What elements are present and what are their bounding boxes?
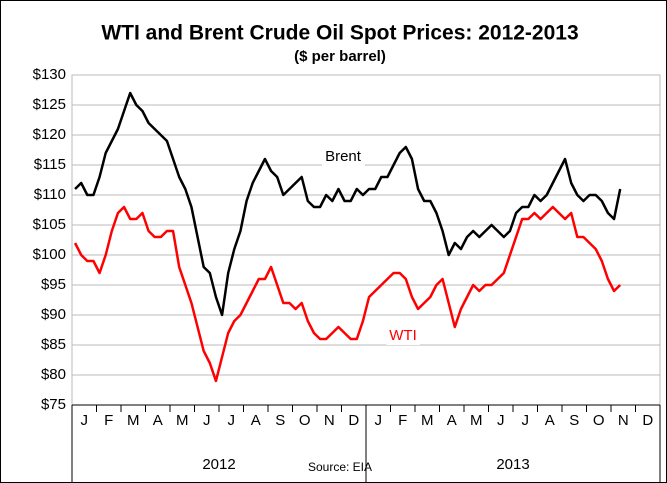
- source: Source: EIA: [308, 460, 372, 474]
- x-tick-label: M: [421, 412, 434, 429]
- x-tick-label: J: [375, 412, 383, 429]
- x-tick-label: M: [470, 412, 483, 429]
- x-tick-label: A: [251, 412, 261, 429]
- x-tick-label: A: [545, 412, 555, 429]
- year-label: 2012: [202, 456, 235, 473]
- x-tick-label: S: [275, 412, 285, 429]
- series-label: Brent: [325, 148, 362, 165]
- y-tick-label: $115: [34, 156, 66, 173]
- x-tick-label: S: [569, 412, 579, 429]
- y-tick-label: $110: [34, 186, 66, 203]
- x-tick-label: M: [176, 412, 189, 429]
- x-tick-label: J: [203, 412, 211, 429]
- series-label-bg: [386, 325, 420, 345]
- y-tick-label: $100: [33, 246, 66, 263]
- y-tick-label: $80: [41, 366, 66, 383]
- x-tick-label: J: [497, 412, 505, 429]
- y-tick-label: $130: [33, 66, 66, 83]
- chart-title: WTI and Brent Crude Oil Spot Prices: 201…: [101, 22, 578, 45]
- x-tick-label: D: [642, 412, 653, 429]
- x-tick-label: F: [104, 412, 113, 429]
- y-tick-label: $105: [33, 216, 66, 233]
- y-tick-label: $95: [41, 276, 66, 293]
- series-line: [73, 205, 622, 383]
- y-tick-label: $75: [41, 396, 66, 413]
- x-tick-label: N: [324, 412, 335, 429]
- x-tick-label: F: [398, 412, 407, 429]
- y-tick-label: $90: [41, 306, 66, 323]
- y-tick-label: $120: [33, 126, 66, 143]
- x-tick-label: M: [127, 412, 140, 429]
- chart-subtitle: ($ per barrel): [294, 48, 386, 65]
- y-tick-label: $125: [33, 96, 66, 113]
- series-label-bg: [322, 146, 365, 166]
- series-label: WTI: [389, 327, 417, 344]
- year-label: 2013: [496, 456, 529, 473]
- x-tick-label: N: [618, 412, 629, 429]
- x-tick-label: J: [81, 412, 89, 429]
- x-tick-label: A: [153, 412, 163, 429]
- x-tick-label: O: [299, 412, 311, 429]
- x-tick-label: J: [228, 412, 236, 429]
- x-tick-label: D: [348, 412, 359, 429]
- y-tick-label: $85: [41, 336, 66, 353]
- x-tick-label: A: [447, 412, 457, 429]
- series-line: [74, 91, 622, 317]
- x-tick-label: O: [593, 412, 605, 429]
- x-tick-label: J: [522, 412, 530, 429]
